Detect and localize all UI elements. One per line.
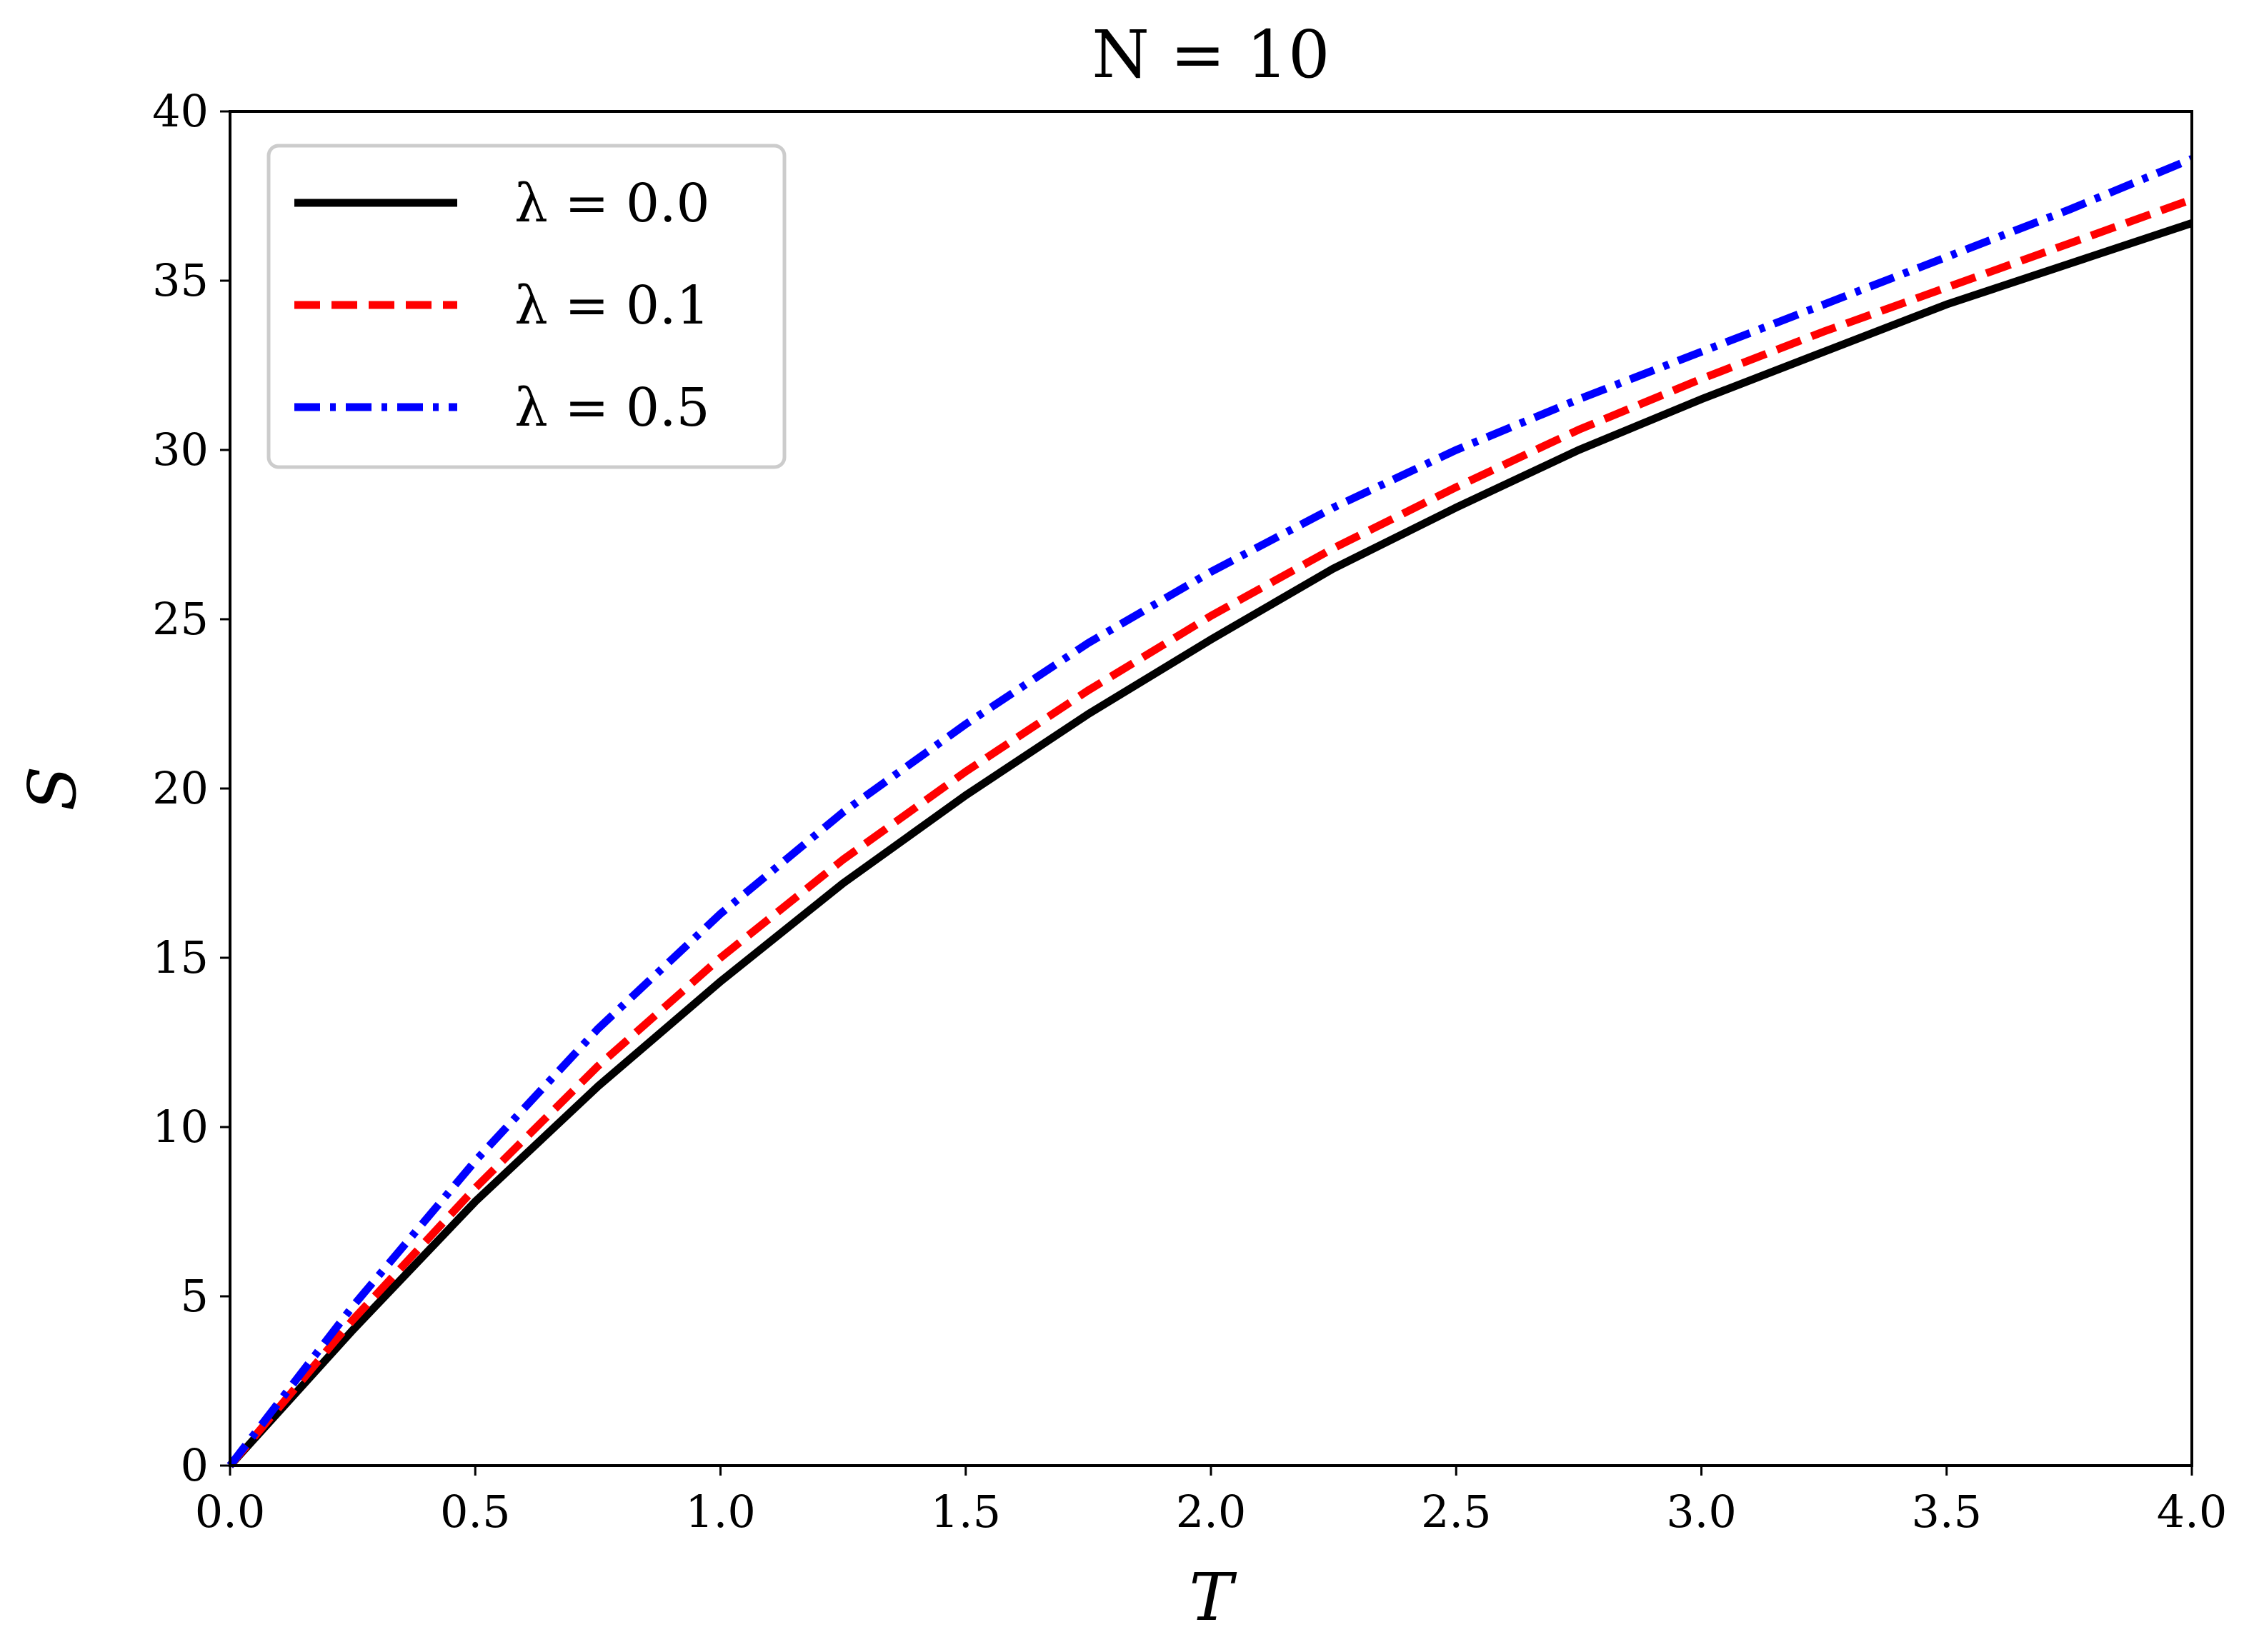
x-tick-label: 1.5 <box>930 1486 1001 1538</box>
y-tick-label: 5 <box>181 1270 209 1322</box>
x-tick-label: 2.0 <box>1176 1486 1247 1538</box>
x-tick-label: 1.0 <box>685 1486 756 1538</box>
x-axis-ticks: 0.0 0.5 1.0 1.5 2.0 2.5 3.0 3.5 4.0 <box>195 1466 2228 1538</box>
x-tick-label: 4.0 <box>2157 1486 2228 1538</box>
y-tick-label: 40 <box>152 85 209 137</box>
y-tick-label: 15 <box>152 931 209 983</box>
legend-label-0: λ = 0.0 <box>514 173 710 234</box>
legend-label-2: λ = 0.5 <box>514 377 710 439</box>
series-line-0 <box>226 219 2193 1468</box>
y-tick-label: 30 <box>152 424 209 476</box>
y-axis-ticks: 0 5 10 15 20 25 30 35 40 <box>152 85 230 1491</box>
x-tick-label: 0.5 <box>440 1486 511 1538</box>
x-tick-label: 0.0 <box>195 1486 266 1538</box>
y-tick-label: 0 <box>181 1439 209 1491</box>
chart-title: N = 10 <box>1092 16 1330 93</box>
legend-label-1: λ = 0.1 <box>514 275 710 336</box>
x-tick-label: 2.5 <box>1421 1486 1492 1538</box>
legend-box <box>266 144 787 469</box>
plot-area <box>226 155 2194 1468</box>
x-axis-label: T <box>1189 1559 1237 1636</box>
y-axis-label: S <box>14 766 91 811</box>
y-tick-label: 20 <box>152 762 209 814</box>
legend: λ = 0.0 λ = 0.1 λ = 0.5 <box>266 144 787 469</box>
x-tick-label: 3.0 <box>1666 1486 1737 1538</box>
series-line-1 <box>226 196 2193 1468</box>
series-line-2 <box>226 155 2194 1468</box>
y-tick-label: 25 <box>152 593 209 645</box>
y-tick-label: 35 <box>152 254 209 306</box>
y-tick-label: 10 <box>152 1101 209 1153</box>
x-tick-label: 3.5 <box>1911 1486 1982 1538</box>
